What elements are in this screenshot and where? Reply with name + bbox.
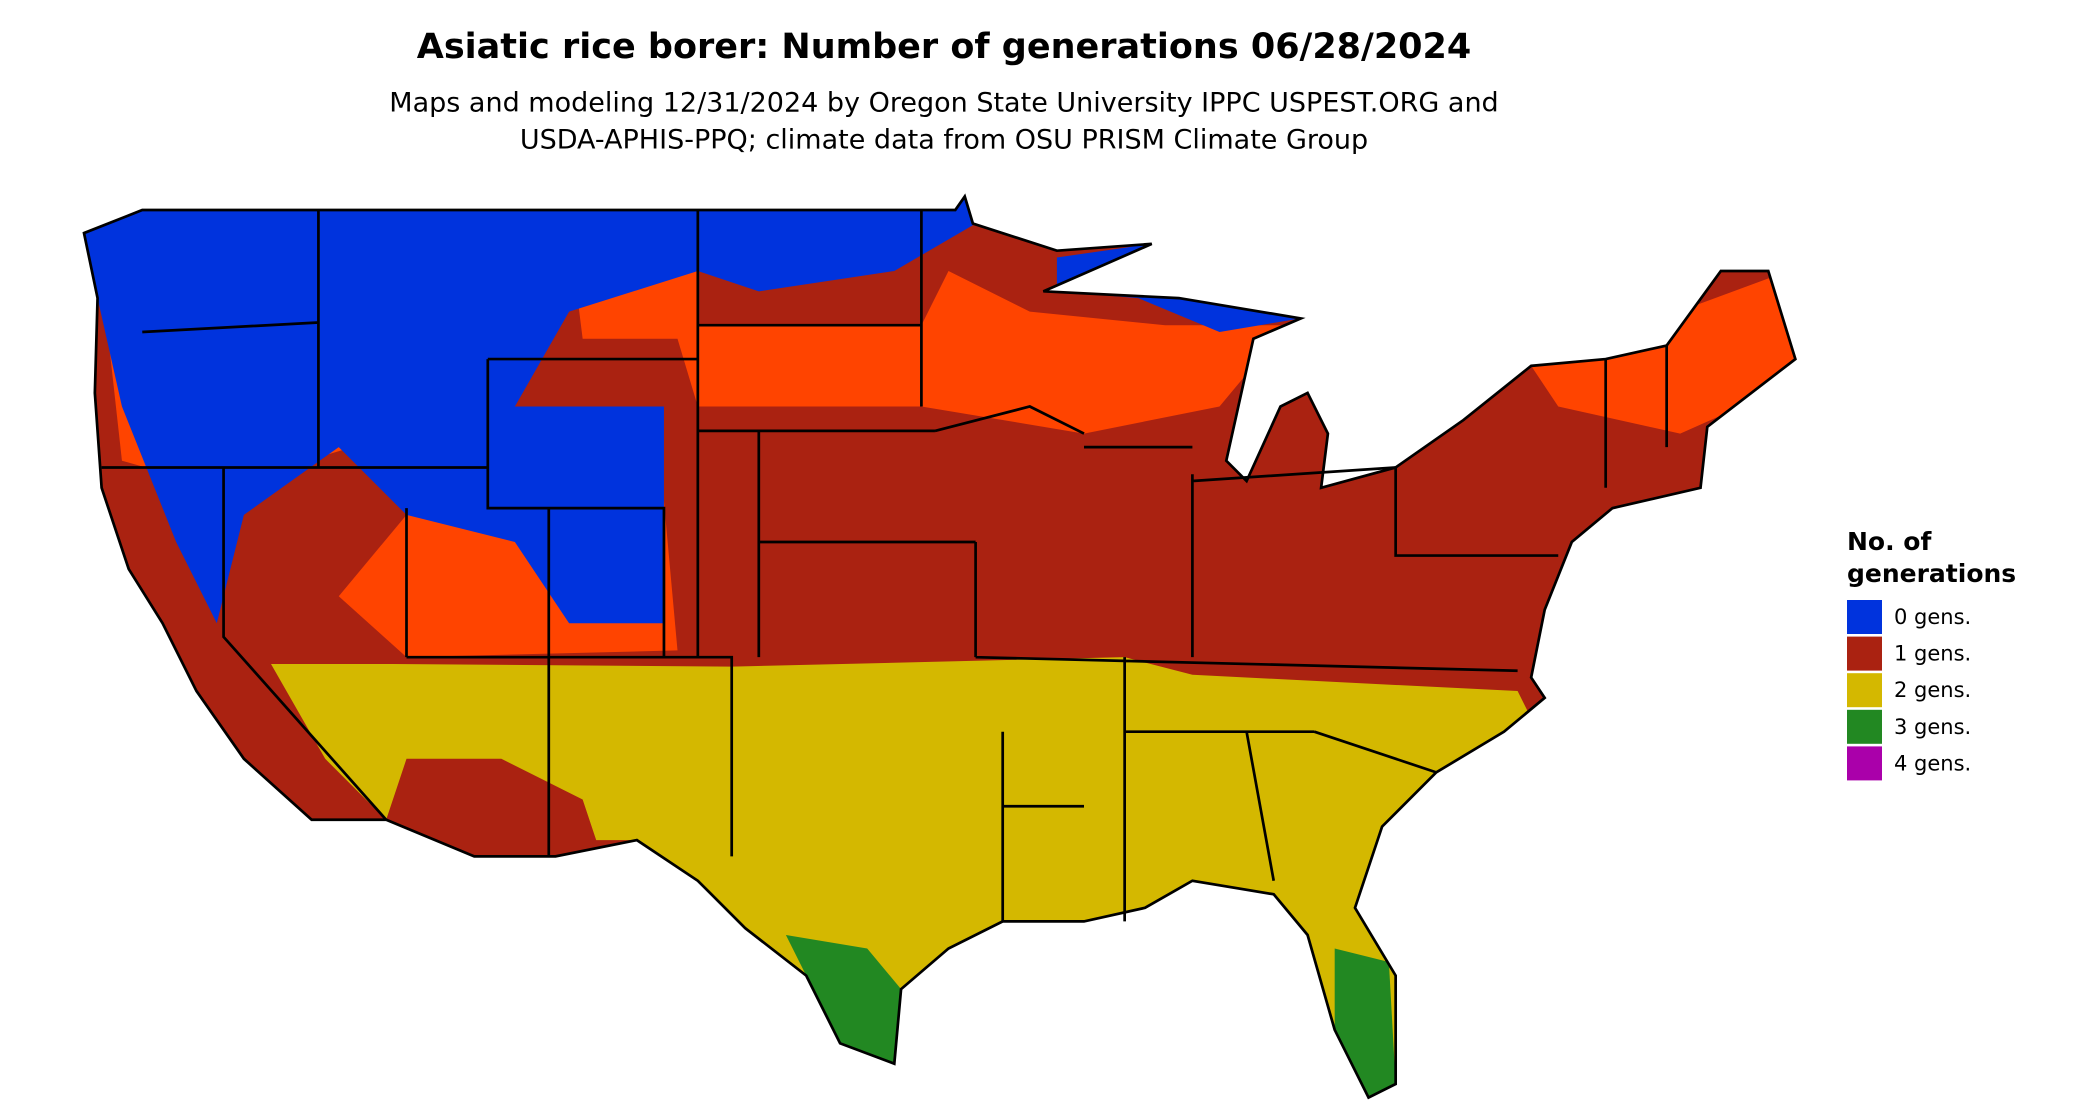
region [271,657,1532,1098]
legend-label: 0 gens. [1894,605,1971,629]
legend-swatch [1847,600,1882,634]
region [697,196,976,292]
legend-swatch [1847,673,1882,708]
map [82,193,1797,1100]
legend-label: 3 gens. [1894,715,1971,739]
state-borders [82,193,1797,1100]
legend-title: generations [1847,559,2016,588]
region [1334,948,1396,1098]
legend-title: No. of [1847,527,1932,556]
subtitle: Maps and modeling 12/31/2024 by Oregon S… [389,88,1498,119]
subtitle: USDA-APHIS-PPQ; climate data from OSU PR… [520,125,1368,156]
legend-swatch [1847,746,1882,781]
region [785,934,902,1064]
region [569,216,1288,434]
legend-swatch [1847,636,1882,671]
title: Asiatic rice borer: Number of generation… [417,27,1471,67]
legend-swatch [1847,709,1882,744]
legend: 0 gens. 1 gens. 2 gens. 3 gens. 4 gens. [1847,600,1971,781]
legend-label: 1 gens. [1894,642,1971,666]
legend-label: 4 gens. [1894,751,1971,775]
region [84,210,698,624]
legend-label: 2 gens. [1894,678,1971,702]
